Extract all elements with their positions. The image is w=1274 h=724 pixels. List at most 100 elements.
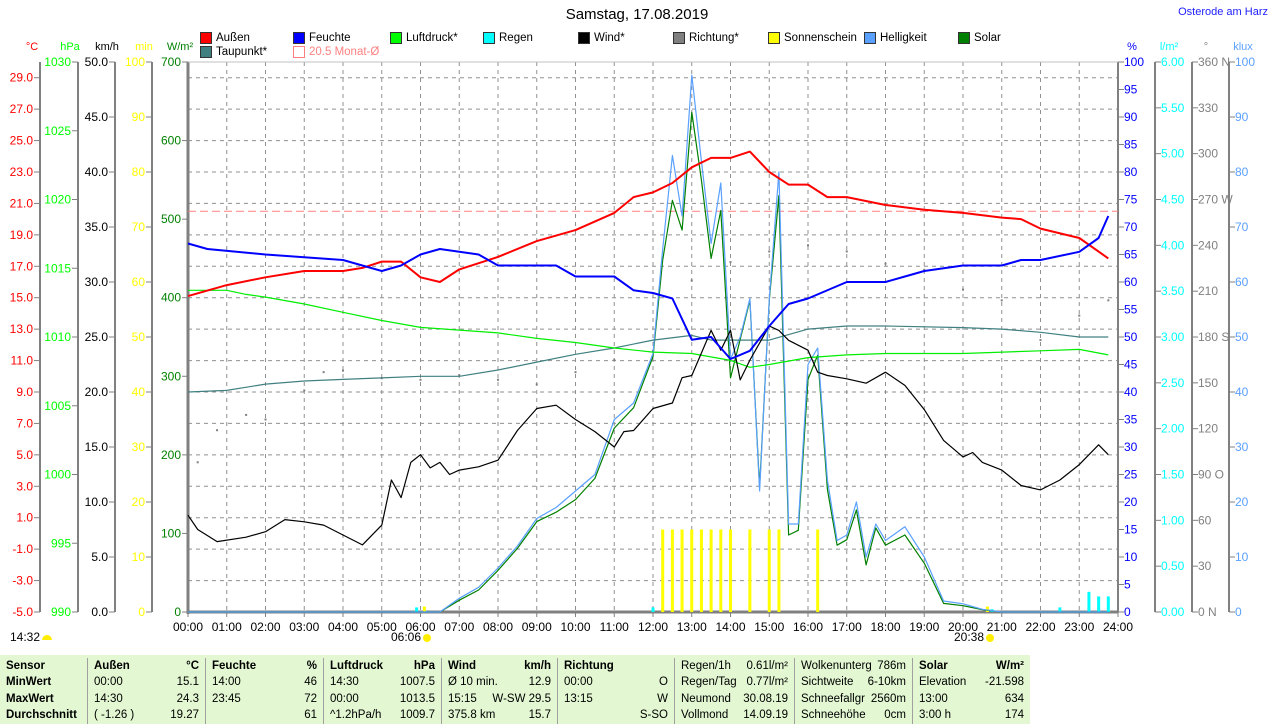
sunshine-bar: [748, 529, 752, 612]
y-tick-label-temp: 13.0: [10, 322, 34, 336]
x-tick-label: 04:00: [328, 620, 358, 634]
direction-point: [962, 288, 964, 291]
table-row-label: MaxWert: [6, 692, 54, 705]
table-section: Wolkenunterg 786m Sichtweite 6-10km Schneefa…: [795, 658, 913, 724]
sun-icon: [423, 633, 432, 642]
x-tick-label: 03:00: [289, 620, 319, 634]
x-tick-label: 23:00: [1064, 620, 1094, 634]
y-tick-label-press: 1000: [44, 468, 71, 482]
x-tick-label: 02:00: [250, 620, 280, 634]
table-cell-label: 00:00: [94, 676, 123, 689]
y-tick-label-press: 990: [51, 605, 71, 619]
y-tick-label-sun: 10: [132, 550, 146, 564]
table-section: Feuchte% 14:00 46 23:45 72 61: [206, 658, 324, 724]
y-tick-label-hum: 95: [1124, 83, 1138, 97]
direction-point: [342, 369, 344, 372]
direction-point: [216, 429, 219, 432]
legend-item: Wind*: [578, 32, 625, 44]
table-cell-label: 13:00: [919, 692, 948, 705]
y-tick-label-hum: 5: [1124, 578, 1131, 592]
y-tick-label-wind: 15.0: [85, 440, 109, 454]
table-row: 375.8 km 15.7: [448, 707, 551, 723]
table-cell-label: 3:00 h: [919, 708, 951, 721]
table-row: Wolkenunterg 786m: [801, 658, 906, 674]
table-cell-value: S-SO: [639, 708, 668, 721]
table-cell-label: 14:30: [94, 692, 123, 705]
y-tick-label-hum: 10: [1124, 550, 1138, 564]
legend-item: Sonnenschein: [768, 32, 857, 44]
rain-bar: [415, 607, 419, 612]
chart-title: Samstag, 17.08.2019: [565, 6, 709, 23]
direction-point: [458, 374, 461, 377]
x-tick-label: 12:00: [638, 620, 668, 634]
x-tick-label: 18:00: [870, 620, 900, 634]
direction-point: [322, 371, 325, 374]
y-axis-unit-press: hPa: [60, 41, 80, 53]
direction-point: [245, 413, 248, 416]
y-tick-label-sun: 0: [138, 605, 145, 619]
y-tick-label-press: 1020: [44, 193, 71, 207]
y-tick-label-temp: 29.0: [10, 71, 34, 85]
y-tick-label-lux: 40: [1235, 385, 1249, 399]
table-row: Schneehöhe 0cm: [801, 707, 906, 723]
table-cell-value: 61: [304, 708, 317, 721]
direction-point: [613, 358, 616, 361]
table-row: Außen °C: [94, 658, 199, 674]
table-cell-label: Vollmond: [681, 708, 729, 721]
sunshine-bar: [661, 529, 665, 612]
y-tick-label-dir: 120: [1198, 422, 1218, 436]
table-cell-value: 14.09.19: [743, 708, 788, 721]
y-tick-label-press: 1005: [44, 399, 71, 413]
x-tick-label: 01:00: [212, 620, 242, 634]
x-tick-label: 20:00: [948, 620, 978, 634]
y-tick-label-wind: 20.0: [85, 385, 109, 399]
y-tick-label-lux: 50: [1235, 330, 1249, 344]
legend-item: Solar: [958, 32, 1001, 44]
y-tick-label-sun: 50: [132, 330, 146, 344]
table-row: Sichtweite 6-10km: [801, 674, 906, 690]
table-row: Luftdruck hPa: [330, 658, 435, 674]
table-cell-label: Schneehöhe: [801, 708, 866, 721]
table-row: 3:00 h 174: [919, 707, 1024, 723]
legend-item: Feuchte: [293, 32, 351, 44]
y-tick-label-hum: 50: [1124, 330, 1138, 344]
y-tick-label-wind: 5.0: [91, 550, 108, 564]
table-cell-label: Sichtweite: [801, 676, 854, 689]
legend-label: 20.5 Monat-Ø: [309, 46, 380, 58]
y-tick-label-temp: 15.0: [10, 291, 34, 305]
direction-point: [303, 389, 306, 392]
x-tick-label: 19:00: [909, 620, 939, 634]
y-tick-label-hum: 15: [1124, 523, 1138, 537]
x-tick-label: 07:00: [444, 620, 474, 634]
direction-point: [768, 250, 771, 253]
table-row: Regen/Tag 0.77l/m²: [681, 674, 788, 690]
y-tick-label-rain: 4.50: [1161, 193, 1185, 207]
legend-swatch: [768, 32, 780, 44]
table-row: 61: [212, 707, 317, 723]
y-tick-label-dir: 30: [1198, 559, 1212, 573]
y-tick-label-hum: 65: [1124, 248, 1138, 262]
y-tick-label-rain: 1.50: [1161, 468, 1185, 482]
y-tick-label-hum: 25: [1124, 468, 1138, 482]
y-tick-label-solar: 200: [161, 448, 181, 462]
sunshine-bar: [422, 606, 426, 612]
x-tick-label: 11:00: [600, 620, 629, 634]
x-tick-label: 13:00: [677, 620, 707, 634]
sunshine-bar: [670, 529, 674, 612]
table-section: Richtung 00:00 O 13:15 W S-SO: [558, 658, 675, 724]
legend-swatch: [293, 46, 305, 58]
y-tick-label-sun: 70: [132, 220, 146, 234]
y-tick-label-lux: 30: [1235, 440, 1249, 454]
table-cell-value: 15.1: [176, 676, 199, 689]
y-tick-label-hum: 90: [1124, 110, 1138, 124]
y-tick-label-dir: 90 O: [1198, 468, 1224, 482]
legend-item: Regen: [483, 32, 533, 44]
table-cell-label: ( -1.26 ): [94, 708, 135, 721]
legend-swatch: [200, 46, 212, 58]
direction-point: [419, 378, 422, 381]
y-tick-label-rain: 2.50: [1161, 376, 1185, 390]
table-row: Regen/1h 0.61l/m²: [681, 658, 788, 674]
table-row: Schneefallgr 2560m: [801, 691, 906, 707]
y-tick-label-rain: 4.00: [1161, 238, 1185, 252]
table-row: Solar W/m²: [919, 658, 1024, 674]
